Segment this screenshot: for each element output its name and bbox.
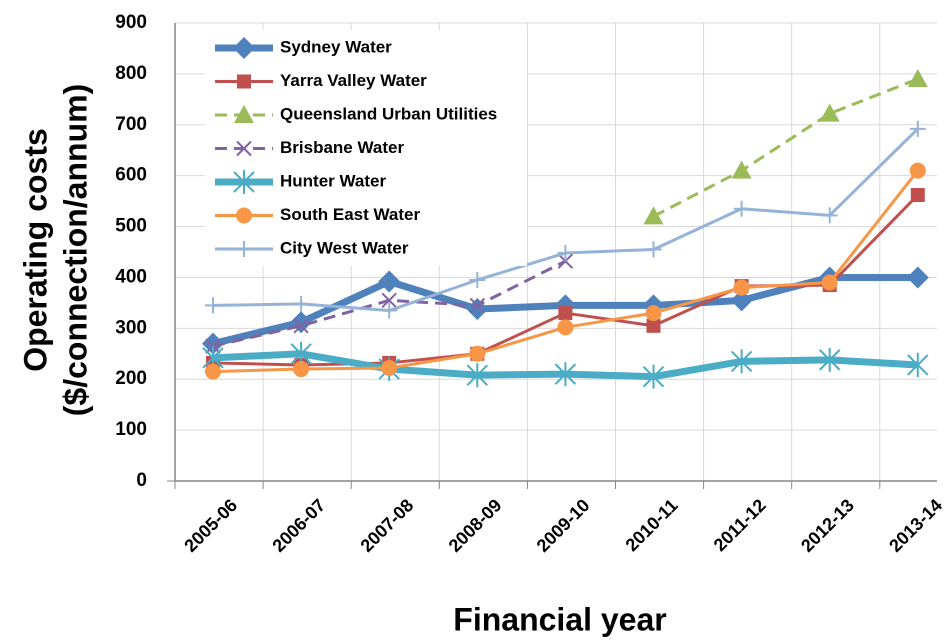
series bbox=[643, 68, 928, 225]
marker bbox=[466, 363, 489, 388]
series bbox=[202, 341, 929, 389]
y-tick-label: 900 bbox=[115, 12, 147, 33]
marker bbox=[642, 364, 665, 389]
legend-label: Sydney Water bbox=[280, 37, 392, 56]
marker bbox=[293, 295, 310, 312]
marker bbox=[733, 279, 750, 296]
marker bbox=[821, 207, 838, 224]
marker bbox=[469, 345, 486, 362]
marker bbox=[557, 319, 574, 336]
y-tick-label: 400 bbox=[115, 266, 147, 287]
series bbox=[205, 253, 574, 354]
marker bbox=[733, 200, 750, 217]
marker bbox=[233, 37, 255, 59]
marker bbox=[645, 241, 662, 258]
x-axis-title: Financial year bbox=[453, 601, 666, 637]
marker bbox=[557, 253, 574, 269]
marker bbox=[819, 103, 840, 122]
marker bbox=[909, 120, 926, 137]
marker bbox=[205, 363, 221, 380]
marker bbox=[818, 347, 841, 372]
marker bbox=[910, 188, 925, 203]
y-tick-label: 200 bbox=[115, 368, 147, 389]
legend-label: Brisbane Water bbox=[280, 138, 404, 157]
y-tick-label: 100 bbox=[115, 419, 147, 440]
marker bbox=[236, 241, 252, 257]
y-tick-label: 600 bbox=[115, 165, 147, 186]
marker bbox=[907, 68, 928, 87]
legend-label: City West Water bbox=[280, 238, 409, 257]
legend-label: Yarra Valley Water bbox=[280, 71, 427, 90]
marker bbox=[731, 160, 752, 179]
y-axis-title: Operating costs bbox=[17, 128, 53, 372]
marker bbox=[381, 292, 397, 309]
marker bbox=[236, 140, 252, 157]
marker bbox=[469, 271, 486, 288]
y-axis-title: ($/connection/annum) bbox=[57, 84, 93, 416]
y-tick-label: 0 bbox=[136, 470, 147, 491]
marker bbox=[909, 162, 926, 179]
y-tick-label: 300 bbox=[115, 317, 147, 338]
marker bbox=[821, 274, 838, 291]
marker bbox=[906, 266, 929, 289]
marker bbox=[233, 170, 255, 194]
y-tick-label: 500 bbox=[115, 216, 147, 237]
marker bbox=[557, 245, 574, 262]
legend-label: Hunter Water bbox=[280, 171, 386, 190]
marker bbox=[237, 74, 251, 89]
series bbox=[205, 120, 926, 319]
marker bbox=[381, 302, 398, 319]
marker bbox=[293, 318, 309, 334]
y-tick-label: 700 bbox=[115, 114, 147, 135]
marker bbox=[202, 332, 224, 355]
marker bbox=[730, 349, 753, 374]
marker bbox=[730, 289, 753, 312]
marker bbox=[236, 207, 252, 224]
marker bbox=[558, 306, 573, 321]
legend-label: Queensland Urban Utilities bbox=[280, 104, 497, 123]
marker bbox=[469, 297, 486, 314]
marker bbox=[293, 361, 310, 378]
marker bbox=[907, 352, 929, 377]
marker bbox=[646, 318, 661, 333]
series bbox=[205, 162, 926, 380]
line bbox=[652, 77, 919, 218]
legend-label: South East Water bbox=[280, 205, 420, 224]
marker bbox=[378, 270, 401, 293]
marker bbox=[205, 297, 221, 314]
marker bbox=[554, 362, 577, 387]
y-tick-label: 800 bbox=[115, 63, 147, 84]
marker bbox=[643, 206, 664, 225]
marker bbox=[234, 105, 254, 123]
marker bbox=[381, 360, 398, 377]
marker bbox=[645, 305, 662, 322]
